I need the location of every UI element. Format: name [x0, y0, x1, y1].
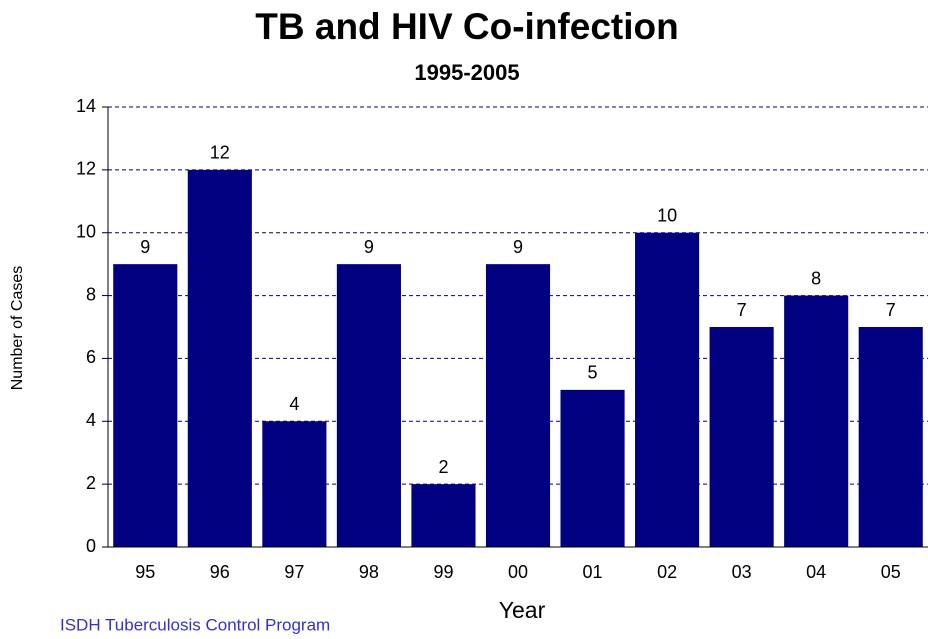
bar: [411, 484, 476, 547]
bar: [858, 327, 923, 547]
x-tick-label: 03: [732, 562, 752, 582]
chart-title: TB and HIV Co-infection: [255, 6, 678, 47]
value-label: 10: [657, 205, 677, 225]
x-axis-label: Year: [499, 597, 546, 623]
y-tick-label: 0: [86, 536, 96, 556]
y-tick-label: 12: [76, 159, 96, 179]
y-tick-label: 10: [76, 221, 96, 241]
bar: [113, 264, 178, 547]
x-tick-label: 00: [508, 562, 528, 582]
value-label: 12: [210, 143, 230, 163]
value-label: 9: [513, 237, 523, 257]
y-tick-label: 14: [76, 96, 96, 116]
chart-subtitle: 1995-2005: [414, 60, 519, 85]
x-tick-label: 96: [210, 562, 230, 582]
bar: [709, 327, 774, 547]
bar: [262, 421, 327, 547]
bar: [784, 295, 849, 547]
bar: [635, 232, 700, 547]
y-tick-label: 8: [86, 284, 96, 304]
value-label: 4: [289, 394, 299, 414]
x-tick-label: 95: [135, 562, 155, 582]
bar: [485, 264, 551, 547]
bar: [560, 389, 625, 547]
y-axis-label: Number of Cases: [9, 266, 26, 391]
x-tick-label: 02: [657, 562, 677, 582]
x-tick-label: 05: [881, 562, 901, 582]
x-tick-label: 97: [284, 562, 304, 582]
y-tick-label: 4: [86, 410, 96, 430]
x-tick-label: 99: [433, 562, 453, 582]
bar: [187, 169, 252, 547]
x-tick-label: 98: [359, 562, 379, 582]
value-label: 7: [886, 300, 896, 320]
annotation: ISDH Tuberculosis Control Program: [60, 615, 330, 634]
bar: [336, 264, 401, 547]
value-label: 7: [737, 300, 747, 320]
value-label: 9: [364, 237, 374, 257]
value-label: 9: [140, 237, 150, 257]
x-tick-label: 01: [583, 562, 603, 582]
value-label: 8: [811, 268, 821, 288]
x-tick-label: 04: [806, 562, 826, 582]
value-label: 2: [438, 457, 448, 477]
y-tick-label: 6: [86, 347, 96, 367]
value-label: 5: [588, 363, 598, 383]
y-tick-label: 2: [86, 473, 96, 493]
